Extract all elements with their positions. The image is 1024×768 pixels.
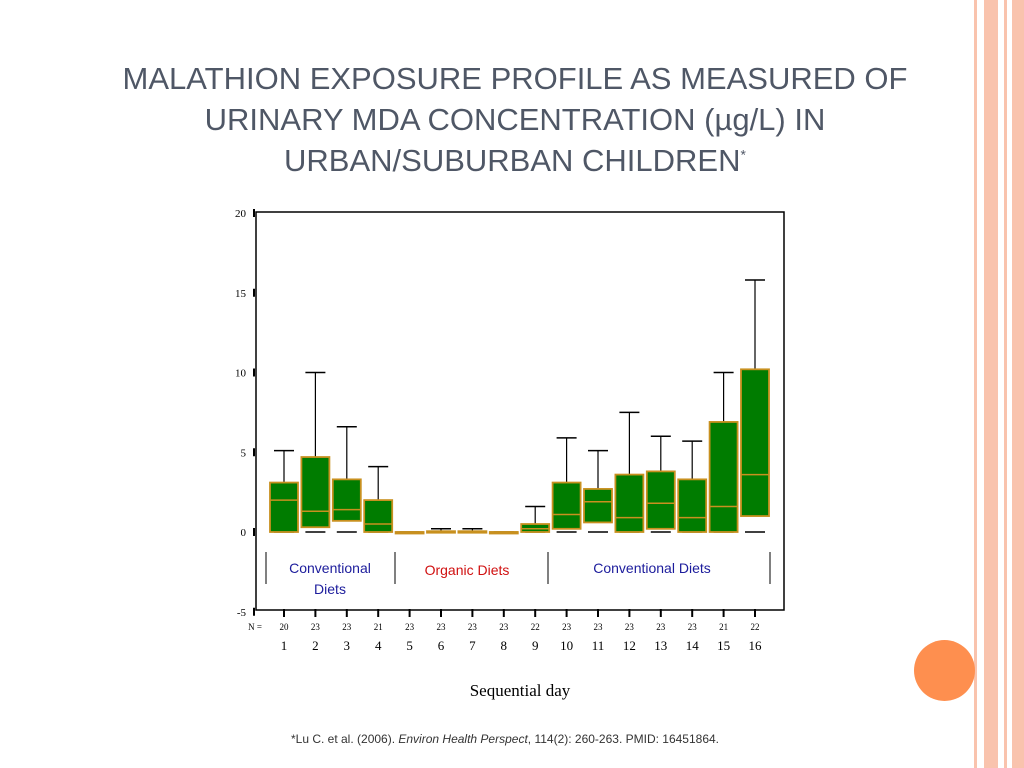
x-tick-label: 6	[438, 638, 445, 653]
x-tick-label: 5	[406, 638, 413, 653]
y-tick-label: 10	[235, 368, 247, 380]
diet-label: Conventional	[289, 560, 371, 576]
n-value: 23	[688, 622, 698, 632]
y-tick-label: 5	[241, 447, 247, 459]
x-tick-label: 16	[749, 638, 763, 653]
diet-label: Organic Diets	[425, 562, 510, 578]
decorative-stripes	[974, 0, 1024, 768]
x-tick-label: 2	[312, 638, 319, 653]
n-value: 23	[499, 622, 509, 632]
x-tick-label: 12	[623, 638, 636, 653]
n-value: 23	[468, 622, 478, 632]
box	[583, 488, 613, 524]
box	[740, 368, 770, 517]
n-value: 23	[594, 622, 604, 632]
n-value: 23	[342, 622, 352, 632]
n-value: 23	[311, 622, 321, 632]
x-tick-label: 3	[344, 638, 351, 653]
slide-title: MALATHION EXPOSURE PROFILE AS MEASURED O…	[60, 58, 970, 181]
y-tick-label: 15	[235, 288, 247, 300]
box	[708, 421, 739, 533]
plot-frame	[255, 211, 785, 611]
n-value: 22	[531, 622, 540, 632]
x-tick-label: 1	[281, 638, 288, 653]
box	[614, 473, 645, 533]
slide-title-text: MALATHION EXPOSURE PROFILE AS MEASURED O…	[122, 61, 908, 178]
title-footnote-marker: *	[740, 146, 746, 163]
n-value: 23	[437, 622, 447, 632]
box	[269, 481, 299, 533]
box	[363, 499, 394, 533]
y-tick-label: 20	[235, 208, 247, 220]
box	[551, 481, 582, 530]
n-value: 22	[751, 622, 760, 632]
box	[645, 470, 676, 530]
x-axis-label: Sequential day	[470, 681, 571, 700]
n-value: 23	[625, 622, 635, 632]
x-tick-label: 13	[654, 638, 667, 653]
diet-label: Conventional Diets	[593, 560, 711, 576]
x-tick-label: 14	[686, 638, 700, 653]
n-value: 21	[374, 622, 383, 632]
x-tick-label: 10	[560, 638, 573, 653]
citation-footnote: *Lu C. et al. (2006). Environ Health Per…	[0, 732, 1010, 746]
box	[677, 478, 708, 533]
n-value: 20	[280, 622, 290, 632]
box	[520, 523, 551, 533]
n-value: 21	[719, 622, 728, 632]
n-value: 23	[656, 622, 666, 632]
x-tick-label: 9	[532, 638, 539, 653]
x-tick-label: 4	[375, 638, 382, 653]
footnote-journal: Environ Health Perspect	[398, 732, 528, 746]
n-value: 23	[405, 622, 415, 632]
x-tick-label: 15	[717, 638, 730, 653]
diet-label-line2: Diets	[314, 581, 346, 597]
y-tick-label: -5	[237, 607, 247, 619]
x-tick-label: 11	[592, 638, 605, 653]
accent-circle	[914, 640, 975, 701]
box	[331, 478, 362, 522]
footnote-prefix: *Lu C. et al. (2006).	[290, 732, 399, 746]
box	[300, 456, 331, 529]
y-tick-label: 0	[241, 527, 247, 539]
x-tick-label: 8	[501, 638, 508, 653]
x-tick-label: 7	[469, 638, 476, 653]
footnote-suffix: , 114(2): 260-263. PMID: 16451864.	[527, 732, 720, 746]
n-label: N =	[248, 622, 262, 632]
n-value: 23	[562, 622, 572, 632]
